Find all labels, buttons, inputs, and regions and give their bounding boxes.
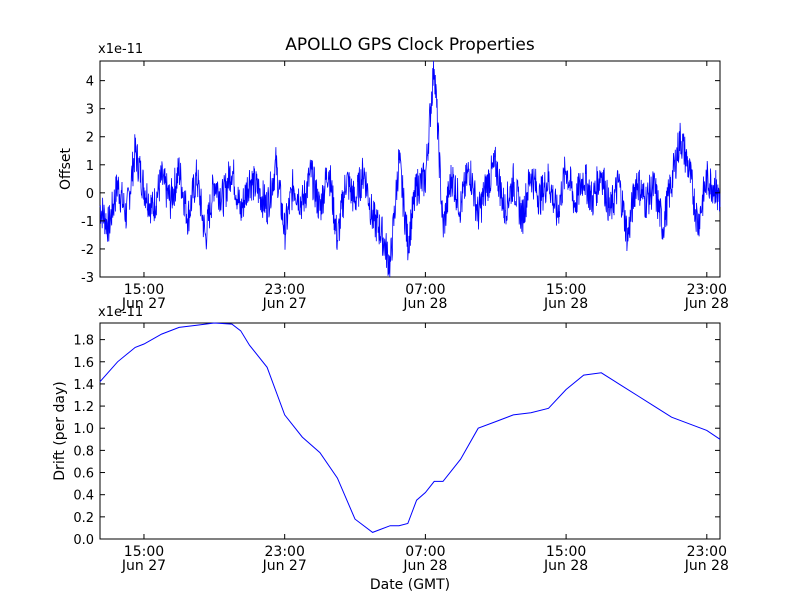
x-tick-label-time: 23:00 (265, 282, 305, 298)
x-tick-label-date: Jun 28 (402, 296, 447, 312)
y-tick-label: 0 (86, 187, 94, 202)
y-tick-label: 0.4 (73, 489, 94, 504)
drift-plot: x1e-11 Drift (per day) Date (GMT) 0.0 0.2… (52, 305, 729, 593)
chart-title: APOLLO GPS Clock Properties (285, 35, 535, 55)
y-tick-label: 2 (86, 131, 94, 146)
x-tick-label-date: Jun 27 (121, 558, 166, 574)
y-tick-label: 4 (86, 75, 94, 90)
x-tick-label-time: 23:00 (687, 544, 727, 560)
offset-series-line (99, 60, 721, 278)
x-tick-label-time: 23:00 (265, 544, 305, 560)
x-tick-label-time: 15:00 (546, 282, 586, 298)
y-tick-label: 0.6 (73, 467, 94, 482)
y-tick-label: 1.0 (73, 422, 94, 437)
x-tick-label-time: 07:00 (405, 544, 445, 560)
x-tick-label-date: Jun 28 (543, 296, 588, 312)
offset-y-multiplier: x1e-11 (98, 42, 143, 57)
y-tick-label: 3 (86, 103, 94, 118)
y-tick-label: -1 (81, 215, 94, 230)
y-tick-label: 1.2 (73, 400, 94, 415)
y-tick-label: 1.4 (73, 378, 94, 393)
x-tick-label-date: Jun 28 (402, 558, 447, 574)
y-tick-label: 0.2 (73, 511, 94, 526)
y-tick-label: 1.8 (73, 334, 94, 349)
drift-series-line (99, 322, 721, 533)
y-tick-label: 1 (86, 159, 94, 174)
y-tick-label: 0.8 (73, 444, 94, 459)
y-tick-label: -2 (81, 243, 94, 258)
drift-x-axis-label: Date (GMT) (370, 577, 450, 593)
x-tick-label-date: Jun 27 (121, 296, 166, 312)
x-tick-label-date: Jun 28 (684, 296, 729, 312)
x-tick-label-time: 15:00 (546, 544, 586, 560)
x-tick-label-date: Jun 27 (262, 296, 307, 312)
x-tick-label-date: Jun 27 (262, 558, 307, 574)
x-tick-label-time: 07:00 (405, 282, 445, 298)
x-tick-label-time: 15:00 (124, 544, 164, 560)
x-tick-label-date: Jun 28 (684, 558, 729, 574)
offset-y-axis-label: Offset (58, 147, 74, 190)
x-tick-label-time: 23:00 (687, 282, 727, 298)
x-tick-label-time: 15:00 (124, 282, 164, 298)
y-tick-label: -3 (81, 271, 94, 286)
y-tick-label: 0.0 (73, 533, 94, 548)
y-tick-label: 1.6 (73, 356, 94, 371)
drift-y-multiplier: x1e-11 (98, 305, 143, 320)
x-tick-label-date: Jun 28 (543, 558, 588, 574)
drift-y-axis-label: Drift (per day) (52, 381, 68, 480)
